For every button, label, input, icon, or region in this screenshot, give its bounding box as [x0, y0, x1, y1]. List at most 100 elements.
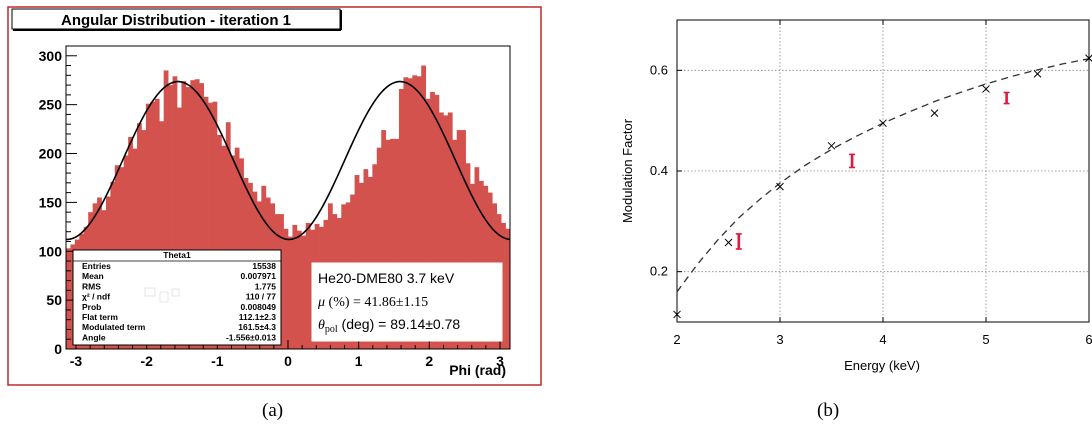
- y-tick-label: 200: [39, 146, 63, 162]
- histogram-bar: [208, 102, 213, 349]
- scatter-x-tick-label: 3: [776, 332, 783, 347]
- x-axis-label: Phi (rad): [449, 362, 506, 378]
- histogram-bar: [212, 101, 218, 350]
- stats-row-value: 0.008049: [241, 302, 277, 312]
- stats-row-value: -1.556±0.013: [226, 332, 276, 342]
- histogram-bar: [296, 230, 302, 349]
- error-bar-marker: [1003, 91, 1010, 105]
- scatter-x-tick-label: 6: [1085, 332, 1092, 347]
- histogram-bar: [225, 122, 231, 350]
- histogram-bar: [399, 89, 404, 349]
- histogram-panel: Angular Distribution - iteration 1 -3 -2-…: [7, 6, 542, 386]
- histogram-bar: [447, 112, 453, 350]
- histogram-bar: [163, 70, 169, 349]
- y-tick-label: 100: [39, 243, 63, 259]
- fit-curve: [65, 80, 511, 241]
- histogram-bar: [221, 145, 227, 349]
- histogram-bar: [430, 91, 435, 349]
- histogram-bar: [376, 147, 382, 349]
- histogram-bar: [66, 248, 71, 349]
- scatter-y-label: Modulation Factor: [620, 118, 635, 223]
- error-bar-marker: [849, 153, 856, 169]
- x-tick-label: -1: [211, 353, 224, 369]
- histogram-bar: [381, 130, 387, 349]
- histogram-bar: [177, 107, 182, 349]
- histogram-bar: [132, 148, 138, 349]
- stats-box-title: Theta1: [163, 250, 191, 260]
- x-tick-label: -2: [140, 353, 153, 369]
- histogram-bar: [234, 147, 240, 349]
- histogram-bar: [150, 101, 156, 350]
- histogram-bar: [474, 167, 480, 349]
- histogram-bar: [421, 65, 426, 350]
- histogram-bar: [443, 115, 449, 350]
- histogram-bar: [505, 228, 511, 349]
- cross-marker: [930, 109, 939, 117]
- histogram-bar: [154, 98, 160, 349]
- cross-marker: [776, 182, 784, 191]
- y-tick-label: 50: [46, 292, 62, 308]
- histogram-bar: [203, 96, 209, 349]
- histogram-bar: [412, 75, 418, 349]
- cross-marker: [673, 310, 681, 319]
- stats-row-label: RMS: [82, 281, 101, 291]
- scatter-y-tick-label: 0.6: [650, 62, 668, 77]
- annotation-mu-line: μ (%) = 41.86±1.15: [317, 295, 428, 310]
- x-tick-label: 3: [496, 353, 504, 369]
- stats-row-value: 1.775: [255, 281, 277, 291]
- histogram-bar: [292, 224, 298, 349]
- y-tick-label: 250: [39, 97, 63, 113]
- histogram-bar: [145, 103, 151, 349]
- stats-row-label: Prob: [82, 302, 101, 312]
- histogram-bar: [301, 235, 307, 349]
- histogram-bar: [128, 136, 133, 349]
- caption-a: (a): [262, 400, 284, 421]
- x-tick-label: 2: [425, 353, 433, 369]
- histogram-title: Angular Distribution - iteration 1: [61, 12, 291, 29]
- stats-row-label: χ² / ndf: [82, 292, 110, 302]
- histogram-bar: [456, 130, 462, 349]
- histogram-bar: [305, 222, 311, 349]
- histogram-bar: [288, 236, 293, 349]
- stats-row-value: 15538: [252, 261, 276, 271]
- histogram-bar: [372, 164, 378, 349]
- histogram-bar: [434, 94, 440, 350]
- histogram-bar: [354, 175, 360, 349]
- histogram-axes: -3 -2 -1 0 1 2 3 0 50 100 150 200 250 300: [39, 48, 504, 369]
- histogram-bar: [425, 98, 431, 349]
- histogram-bar: [416, 76, 422, 350]
- cross-marker: [1033, 70, 1042, 78]
- cross-markers: [673, 54, 1092, 319]
- histogram-bar: [141, 130, 147, 349]
- histogram-bar: [407, 78, 413, 349]
- scatter-x-tick-label: 4: [879, 332, 886, 347]
- histogram-bar: [452, 139, 458, 349]
- cross-marker: [724, 238, 733, 247]
- x-tick-label: 1: [355, 353, 363, 369]
- stats-row-value: 161.5±4.3: [238, 322, 276, 332]
- scatter-x-tick-label: 2: [673, 332, 680, 347]
- y-tick-label: 0: [54, 341, 62, 357]
- histogram-bar: [390, 138, 395, 349]
- histogram-bar: [363, 169, 369, 349]
- stats-box: Theta1 Entries 15538 Mean 0.007971 RMS 1.775 χ…: [72, 249, 282, 346]
- histogram-bar: [438, 112, 444, 350]
- annotation-box: He20-DME80 3.7 keV μ (%) = 41.86±1.15 θp…: [311, 262, 503, 342]
- histogram-bar: [461, 130, 466, 349]
- stats-row-value: 0.007971: [241, 271, 277, 281]
- modulation-panel: 2 3 4 5 6 0.2 0.4 0.6 Energy (keV) Modulation F…: [620, 19, 1092, 373]
- scatter-y-tick-label: 0.2: [650, 264, 668, 279]
- fit-dashed-line: [676, 58, 1090, 293]
- stats-row-label: Modulated term: [82, 322, 146, 332]
- histogram-bar: [279, 214, 284, 349]
- cross-marker: [827, 141, 836, 150]
- annotation-theta-line: θpol (deg) = 89.14±0.78: [318, 316, 460, 335]
- stats-row-label: Angle: [82, 332, 106, 342]
- histogram-bar: [199, 83, 204, 349]
- y-tick-label: 300: [39, 48, 63, 64]
- x-tick-label: 0: [284, 353, 292, 369]
- scatter-grid: [677, 20, 1089, 322]
- y-tick-label: 150: [39, 194, 63, 210]
- cross-marker: [1085, 54, 1092, 63]
